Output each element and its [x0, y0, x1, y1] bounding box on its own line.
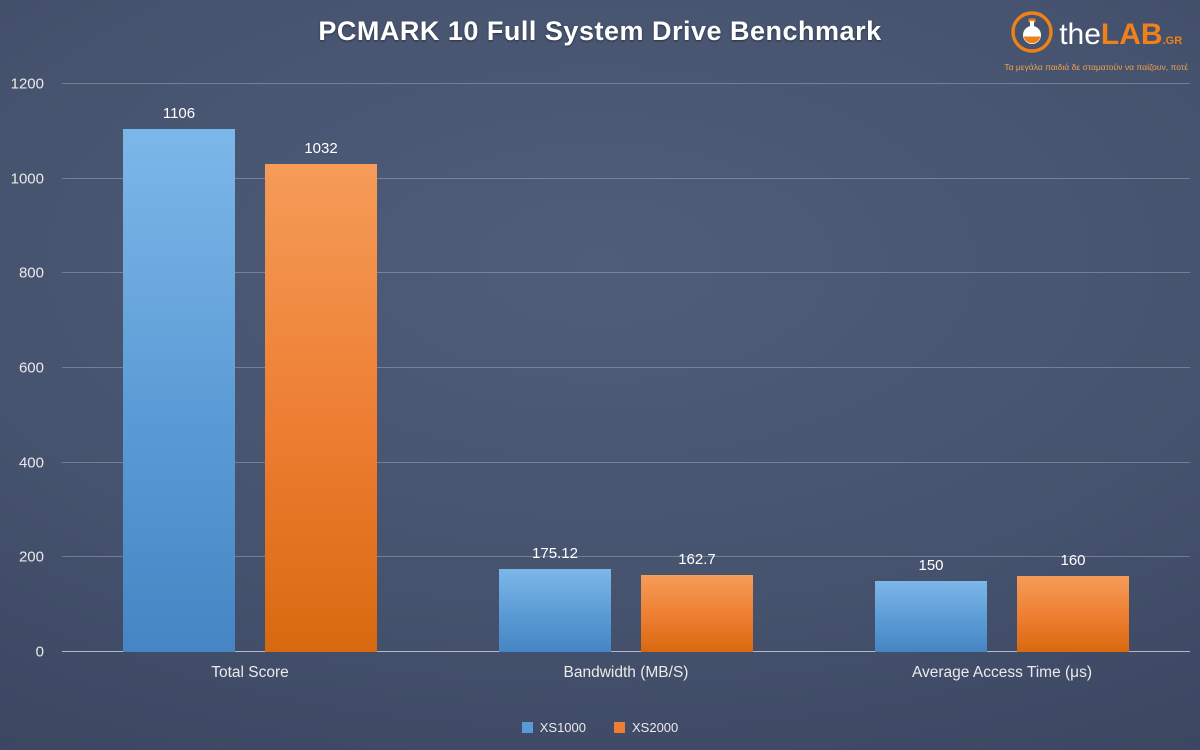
- y-tick-label-600: 600: [18, 359, 44, 377]
- bar-xs2000-bandwidth-mb-s: 162.7: [641, 551, 753, 652]
- legend-label-xs1000: XS1000: [539, 720, 586, 735]
- thelab-wordmark: theLAB.GR: [1059, 17, 1183, 51]
- bar-group-average-access-time-s: 150 160: [814, 84, 1190, 652]
- category-label-total-score: Total Score: [211, 664, 289, 681]
- bar-xs2000-total-score: 1032: [265, 140, 377, 652]
- wordmark-lab: LAB: [1100, 17, 1163, 51]
- gridline-200: [62, 556, 1190, 558]
- value-label-xs2000-bandwidth-mb-s: 162.7: [678, 551, 716, 568]
- value-label-xs1000-average-access-time-s: 150: [918, 557, 944, 574]
- value-label-xs2000-total-score: 1032: [304, 139, 338, 157]
- category-label-bandwidth-mb-s: Bandwidth (MB/S): [563, 664, 689, 681]
- logo-tagline: Τα μεγάλα παιδιά δε σταματούν να παίζουν…: [1004, 62, 1188, 72]
- value-label-xs1000-total-score: 1106: [162, 104, 196, 122]
- value-label-xs1000-bandwidth-mb-s: 175.12: [532, 545, 578, 563]
- gridline-800: [62, 272, 1190, 274]
- plot-area: 1106 1032 175.12 162.7 150 160: [62, 83, 1190, 652]
- wordmark-the: the: [1059, 17, 1101, 51]
- y-tick-label-0: 0: [35, 643, 44, 661]
- bar-group-total-score: 1106 1032: [62, 84, 438, 652]
- category-labels: Total Score Bandwidth (MB/S) Average Acces…: [62, 664, 1190, 682]
- bar-xs1000-average-access-time-s: 150: [875, 557, 987, 652]
- legend-swatch-xs2000: [614, 722, 625, 733]
- y-tick-label-200: 200: [18, 548, 44, 566]
- legend-item-xs2000: XS2000: [614, 720, 678, 735]
- page-title: PCMARK 10 Full System Drive Benchmark: [318, 16, 882, 46]
- y-axis: 0 200 400 600 800 1000 1200: [0, 76, 56, 661]
- thelab-logo: theLAB.GR Τα μεγάλα παιδιά δε σταματούν …: [1004, 10, 1188, 72]
- bar-group-bandwidth-mb-s: 175.12 162.7: [438, 84, 814, 652]
- legend-label-xs2000: XS2000: [632, 720, 679, 735]
- gridline-400: [62, 461, 1190, 463]
- thelab-flask-icon: [1010, 10, 1054, 59]
- gridline-0: [62, 651, 1190, 652]
- gridline-600: [62, 367, 1190, 368]
- category-label-average-access-time-s: Average Access Time (μs): [911, 664, 1093, 681]
- y-tick-label-1200: 1200: [10, 75, 44, 93]
- value-label-xs2000-average-access-time-s: 160: [1060, 552, 1086, 570]
- y-tick-label-400: 400: [18, 454, 44, 472]
- gridline-1000: [62, 177, 1190, 179]
- y-tick-label-1000: 1000: [10, 170, 44, 188]
- gridline-1200: [62, 83, 1190, 84]
- legend-item-xs1000: XS1000: [521, 720, 586, 735]
- wordmark-gr: .GR: [1162, 34, 1183, 47]
- y-tick-label-800: 800: [18, 264, 44, 282]
- bar-groups: 1106 1032 175.12 162.7 150 160: [62, 84, 1190, 652]
- legend: XS1000 XS2000: [0, 720, 1200, 735]
- bar-xs1000-total-score: 1106: [123, 105, 235, 652]
- bar-xs1000-bandwidth-mb-s: 175.12: [499, 545, 611, 652]
- legend-swatch-xs1000: [521, 722, 533, 733]
- bar-xs2000-average-access-time-s: 160: [1017, 552, 1129, 652]
